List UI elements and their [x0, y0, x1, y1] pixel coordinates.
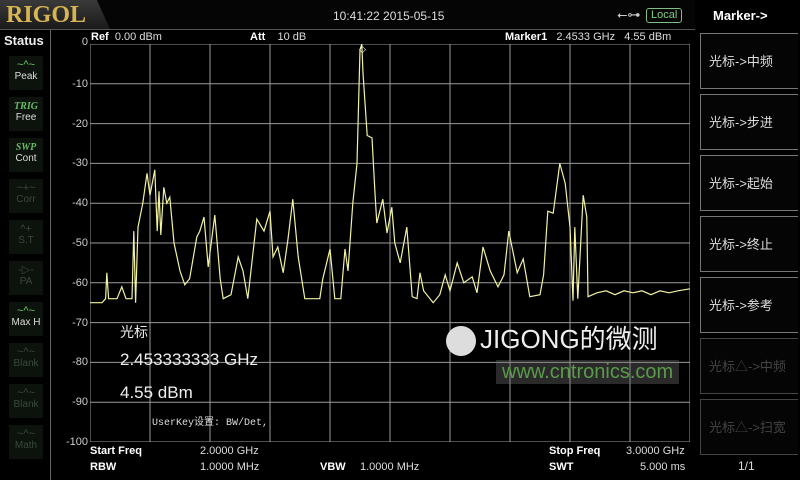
status-label: Blank — [13, 399, 39, 410]
status-label: Free — [15, 112, 37, 123]
y-tick-label: -60 — [72, 276, 88, 289]
marker-freq: 2.4533 GHz — [556, 31, 616, 43]
y-tick-label: -10 — [72, 77, 88, 90]
att-label: Att — [250, 31, 266, 43]
attenuation: Att 10 dB — [250, 31, 306, 43]
local-status-badge[interactable]: Local — [646, 8, 683, 23]
menu-page-indicator: 1/1 — [738, 459, 755, 473]
y-tick-label: -90 — [72, 396, 88, 409]
status-label: Max H — [11, 317, 41, 328]
trace-wave-icon: ^+ — [20, 223, 32, 235]
start-freq-label: Start Freq — [90, 445, 142, 457]
userkey-setting: UserKey设置: BW/Det, — [152, 418, 269, 429]
menu-item-3[interactable]: 光标->起始 — [700, 155, 798, 211]
status-tag: SWP — [15, 142, 37, 153]
ref-value: 0.00 dBm — [114, 31, 162, 43]
datetime: 10:41:22 2015-05-15 — [333, 9, 445, 23]
trace-wave-icon: ~^~ — [16, 428, 35, 440]
y-tick-label: -50 — [72, 237, 88, 249]
rigol-logo: RIGOL — [0, 0, 110, 29]
swt[interactable]: SWT — [549, 461, 573, 473]
status-label: Math — [14, 440, 38, 451]
trace-wave-icon: -▷- — [18, 264, 34, 276]
status-s-t: ^+ S.T — [9, 220, 43, 254]
menu-item-6[interactable]: 光标△->中频 — [700, 338, 798, 394]
status-peak: ~^~ Peak — [9, 56, 43, 90]
spectrum-plot[interactable]: ◇ — [90, 44, 690, 442]
status-free: TRIG Free — [9, 97, 43, 131]
menu-item-1[interactable]: 光标->中频 — [700, 33, 798, 89]
status-label: S.T — [18, 235, 34, 246]
ref-level: Ref 0.00 dBm — [91, 31, 162, 43]
y-tick-label: -70 — [72, 316, 88, 329]
y-tick-label: 0 — [81, 36, 88, 48]
y-tick-label: -80 — [72, 356, 88, 369]
att-value: 10 dB — [277, 31, 307, 43]
status-max-h: ~^~ Max H — [9, 302, 43, 336]
marker-readout-title: 光标 — [120, 324, 148, 340]
status-label: Corr — [16, 194, 36, 205]
status-label: Blank — [13, 358, 39, 369]
swt-label: SWT — [549, 461, 574, 473]
menu-item-2[interactable]: 光标->步进 — [700, 94, 798, 150]
watermark-url: www.cntronics.com — [496, 360, 680, 384]
status-label: PA — [19, 276, 33, 287]
menu-title: Marker-> — [713, 8, 768, 23]
rbw-value: 1.0000 MHz — [200, 461, 260, 473]
stop-freq-value: 3.0000 GHz — [626, 445, 685, 457]
watermark-text: JIGONG的微测 — [480, 324, 658, 354]
status-panel — [0, 30, 51, 480]
y-tick-label: -40 — [72, 197, 88, 210]
trace-wave-icon: ~^~ — [16, 346, 35, 358]
vbw[interactable]: VBW — [320, 461, 346, 473]
status-corr: ~+~ Corr — [9, 179, 43, 213]
trace-wave-icon: ~+~ — [16, 182, 36, 194]
status-tag: TRIG — [14, 101, 38, 112]
status-math: ~^~ Math — [9, 425, 43, 459]
trace-wave-icon: ~^~ — [16, 387, 35, 399]
marker-diamond-icon[interactable]: ◇ — [359, 44, 366, 54]
stop-freq[interactable]: Stop Freq — [549, 445, 600, 457]
menu-item-4[interactable]: 光标->终止 — [700, 216, 798, 272]
status-title: Status — [4, 33, 44, 48]
status-pa: -▷- PA — [9, 261, 43, 295]
trace-wave-icon: ~^~ — [16, 305, 35, 317]
status-label: Cont — [15, 153, 37, 164]
rbw[interactable]: RBW — [90, 461, 116, 473]
y-tick-label: -20 — [72, 117, 88, 130]
y-tick-label: -30 — [72, 157, 88, 170]
marker-info: Marker1 2.4533 GHz 4.55 dBm — [505, 31, 671, 43]
marker-readout-level: 4.55 dBm — [120, 383, 193, 402]
status-label: Peak — [14, 71, 38, 82]
status-blank: ~^~ Blank — [9, 343, 43, 377]
status-blank: ~^~ Blank — [9, 384, 43, 418]
trace-wave-icon: ~^~ — [16, 59, 35, 71]
ref-label: Ref — [91, 31, 109, 43]
stop-freq-label: Stop Freq — [549, 445, 601, 457]
start-freq[interactable]: Start Freq — [90, 445, 142, 457]
spectrum-trace — [90, 44, 690, 304]
wechat-logo-icon — [446, 326, 476, 356]
start-freq-value: 2.0000 GHz — [200, 445, 259, 457]
marker-label: Marker1 — [505, 31, 548, 43]
rbw-label: RBW — [90, 461, 117, 473]
marker-level: 4.55 dBm — [624, 31, 672, 43]
vbw-label: VBW — [320, 461, 346, 473]
top-bar: RIGOL 10:41:22 2015-05-15 ⭠⊶ Local — [0, 0, 695, 30]
swt-value: 5.000 ms — [640, 461, 686, 473]
menu-item-5[interactable]: 光标->参考 — [700, 277, 798, 333]
status-cont: SWP Cont — [9, 138, 43, 172]
usb-icon: ⭠⊶ — [617, 7, 641, 22]
menu-item-7[interactable]: 光标△->扫宽 — [700, 399, 798, 455]
y-tick-label: -100 — [65, 436, 88, 448]
vbw-value: 1.0000 MHz — [360, 461, 420, 473]
marker-readout-freq: 2.453333333 GHz — [120, 350, 258, 369]
